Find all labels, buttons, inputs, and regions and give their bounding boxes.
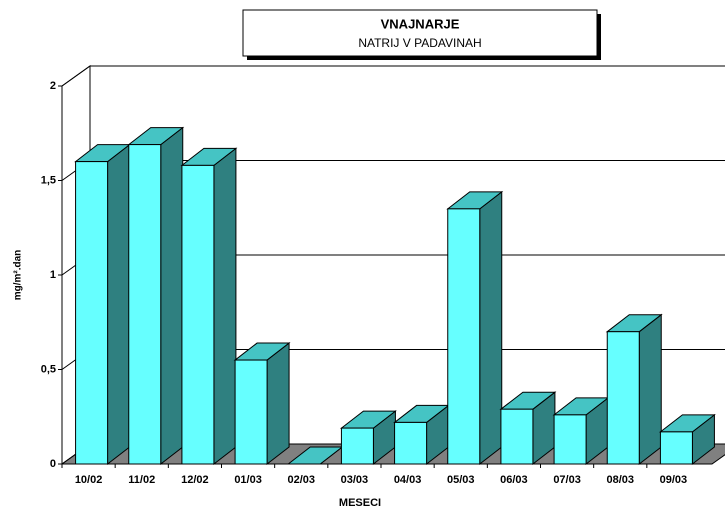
x-tick-label: 12/02 [181,474,209,486]
plot: 0 0,5 1 1,5 2 10/02 11/02 12/02 01/03 02/03 03/03 0… [41,65,725,486]
bar [181,164,215,465]
bar [75,161,109,465]
y-tick-label: 2 [50,80,56,92]
x-tick-label: 10/02 [75,474,103,486]
x-tick-label: 09/03 [660,474,688,486]
bar-side [266,342,290,466]
x-tick-label: 04/03 [394,474,422,486]
bar-side [638,313,662,466]
x-tick-label: 01/03 [234,474,262,486]
bar-side [479,190,503,466]
title-box [242,9,598,57]
bar-side [107,143,131,466]
bar [234,359,268,465]
y-tick-label: 1,5 [41,174,56,186]
bar [606,331,640,465]
y-tick-label: 1 [50,269,56,281]
x-tick-label: 07/03 [553,474,581,486]
bar-side [160,126,184,466]
x-tick-label: 08/03 [606,474,634,486]
bar [340,427,374,465]
bar [394,421,428,465]
x-tick-label: 11/02 [128,474,155,486]
chart-subtitle: NATRIJ V PADAVINAH [358,36,481,50]
x-tick-label: 06/03 [500,474,528,486]
y-tick-label: 0,5 [41,363,56,375]
chart-title: VNAJNARJE [381,16,460,31]
bar [128,144,162,465]
x-tick-label: 03/03 [341,474,369,486]
bar [659,431,693,465]
bar [500,408,534,465]
grid-line [61,65,725,87]
y-tick-label: 0 [50,458,56,470]
x-axis-label: MESECI [339,497,381,509]
x-tick-label: 02/03 [287,474,315,486]
y-axis-label: mg/m².dan [13,250,24,301]
bar [447,208,481,465]
bar-side [213,147,237,466]
bar [553,414,587,465]
x-tick-label: 05/03 [447,474,475,486]
